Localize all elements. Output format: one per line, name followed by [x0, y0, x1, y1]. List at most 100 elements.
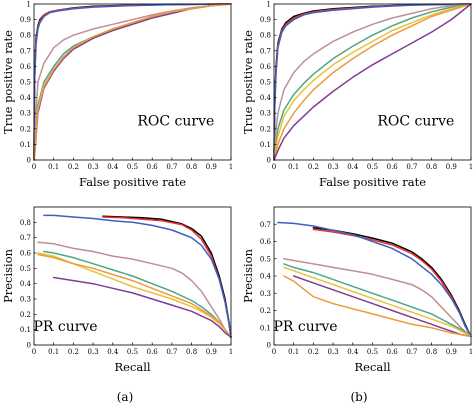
series-line-5 — [273, 3, 472, 161]
x-tick-label: 0.5 — [367, 348, 378, 356]
y-tick-label: 0.5 — [20, 79, 31, 87]
chart-pr-a: 0 0.1 0.2 0.3 0.4 0.5 0.6 0.7 0.8 0.9 1 0 0.1 0.2 0.3 0… — [1, 206, 233, 374]
series-line-5 — [283, 263, 472, 338]
y-axis-label: Precision — [1, 248, 15, 303]
y-tick-label: 0.5 — [20, 265, 31, 273]
y-tick-label: 0.2 — [260, 307, 271, 315]
x-tick-label: 0.4 — [107, 163, 119, 171]
series-line-7 — [33, 3, 232, 161]
y-tick-label: 0.3 — [260, 110, 271, 118]
x-axis-label: Recall — [354, 360, 390, 374]
y-tick-label: 0.7 — [260, 221, 271, 229]
x-tick-label: 0.7 — [406, 163, 417, 171]
y-tick-label: 0.8 — [20, 219, 31, 227]
series-line-7 — [37, 253, 232, 339]
y-tick-label: 1 — [27, 1, 31, 9]
y-tick-label: 0.7 — [20, 47, 31, 55]
series-line-1 — [273, 3, 472, 161]
x-tick-label: 0.6 — [147, 348, 159, 356]
series-line-6 — [33, 3, 232, 161]
y-tick-label: 0.4 — [20, 280, 32, 288]
series-line-4 — [273, 3, 472, 161]
y-tick-label: 0.5 — [260, 255, 271, 263]
series-line-7 — [273, 3, 472, 161]
x-tick-label: 0.3 — [328, 348, 339, 356]
x-tick-label: 0.2 — [308, 348, 319, 356]
series-line-7 — [292, 275, 472, 338]
x-tick-label: 0.3 — [88, 163, 99, 171]
x-tick-label: 0.2 — [68, 163, 79, 171]
x-tick-label: 1 — [229, 163, 233, 171]
series-line-8 — [283, 275, 472, 338]
x-tick-label: 0.5 — [127, 348, 138, 356]
x-tick-label: 0.8 — [186, 163, 197, 171]
x-tick-label: 0.7 — [166, 163, 177, 171]
series-line-6 — [273, 3, 472, 161]
chart-title: PR curve — [33, 319, 97, 335]
y-tick-label: 0.3 — [20, 296, 31, 304]
series-line-1 — [312, 226, 472, 338]
y-tick-label: 0.1 — [260, 324, 271, 332]
x-tick-label: 1 — [469, 348, 473, 356]
series-line-3 — [277, 221, 472, 338]
y-tick-label: 0.2 — [20, 125, 31, 133]
y-tick-label: 0 — [267, 342, 271, 350]
x-axis-label: False positive rate — [319, 175, 426, 189]
x-tick-label: 0.1 — [48, 163, 59, 171]
y-tick-label: 0.4 — [260, 273, 272, 281]
y-tick-label: 0.6 — [260, 63, 272, 71]
x-tick-label: 0.6 — [147, 163, 159, 171]
y-tick-label: 0.9 — [260, 16, 271, 24]
x-tick-label: 0 — [32, 163, 36, 171]
series-line-1 — [33, 3, 232, 161]
x-tick-label: 0 — [272, 348, 276, 356]
series-line-5 — [33, 3, 232, 161]
x-tick-label: 0.5 — [367, 163, 378, 171]
y-tick-label: 0.1 — [260, 141, 271, 149]
y-axis-label: Precision — [241, 248, 255, 303]
y-axis-label: True positive rate — [1, 30, 15, 134]
x-tick-label: 0.7 — [406, 348, 417, 356]
x-tick-label: 0.4 — [347, 348, 359, 356]
y-tick-label: 0.6 — [20, 63, 32, 71]
x-tick-label: 0.1 — [48, 348, 59, 356]
y-tick-label: 0.6 — [260, 238, 272, 246]
series-line-4 — [33, 3, 232, 161]
x-tick-label: 0.2 — [308, 163, 319, 171]
series-line-2 — [33, 3, 232, 161]
y-tick-label: 0.7 — [20, 234, 31, 242]
y-tick-label: 0 — [267, 157, 271, 165]
x-tick-label: 1 — [469, 163, 473, 171]
series-line-3 — [43, 214, 232, 339]
series-line-4 — [283, 258, 472, 338]
x-tick-label: 0.5 — [127, 163, 138, 171]
x-tick-label: 0.3 — [328, 163, 339, 171]
x-tick-label: 0.9 — [446, 163, 457, 171]
chart-roc-b: 0 0.1 0.2 0.3 0.4 0.5 0.6 0.7 0.8 0.9 1 0 0.1 0.2 0.3 0… — [241, 1, 473, 190]
x-tick-label: 0 — [32, 348, 36, 356]
x-tick-label: 0.4 — [347, 163, 359, 171]
x-tick-label: 0.7 — [166, 348, 177, 356]
y-tick-label: 0.6 — [20, 250, 32, 258]
series-line-8 — [52, 276, 232, 339]
y-tick-label: 0.4 — [20, 94, 32, 102]
x-tick-label: 0.6 — [387, 163, 399, 171]
y-tick-label: 0.7 — [260, 47, 271, 55]
caption-b: (b) — [350, 390, 367, 404]
x-axis-label: Recall — [114, 360, 150, 374]
chart-title: ROC curve — [137, 114, 214, 130]
x-tick-label: 0.8 — [426, 348, 437, 356]
y-tick-label: 0.1 — [20, 326, 31, 334]
x-tick-label: 0.8 — [426, 163, 437, 171]
x-tick-label: 0.9 — [446, 348, 457, 356]
y-axis-label: True positive rate — [241, 30, 255, 134]
y-tick-label: 0.3 — [260, 290, 271, 298]
chart-title: ROC curve — [377, 114, 454, 130]
series-line-6 — [283, 266, 472, 338]
series-line-3 — [273, 3, 472, 161]
x-tick-label: 0.8 — [186, 348, 197, 356]
y-tick-label: 0.8 — [260, 32, 271, 40]
x-tick-label: 0.1 — [288, 163, 299, 171]
x-tick-label: 0.9 — [206, 163, 217, 171]
